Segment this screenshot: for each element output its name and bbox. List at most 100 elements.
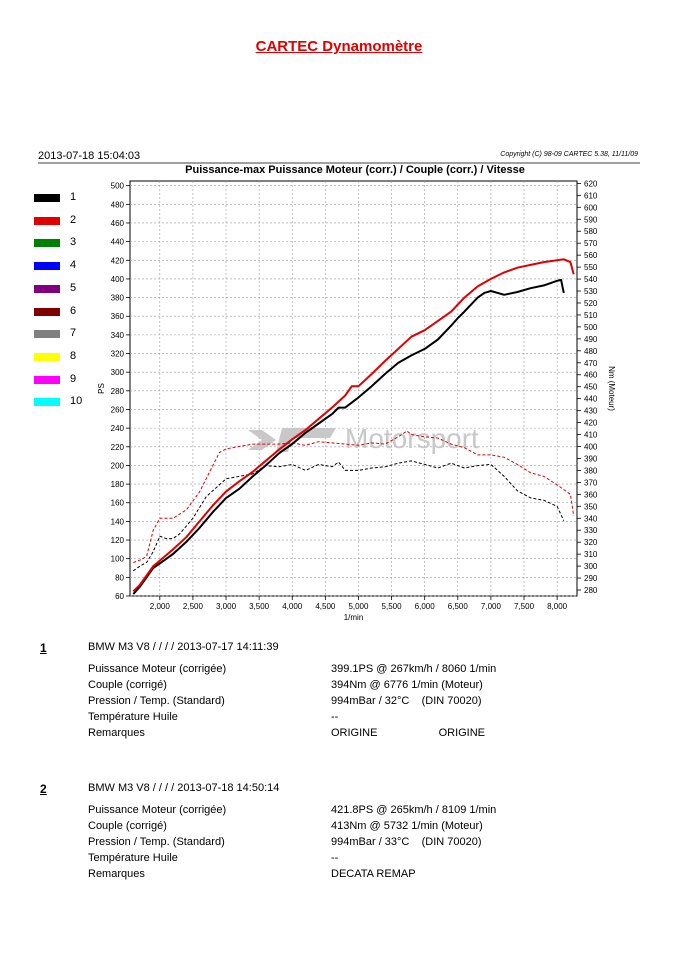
y-tick-label: 260 [111,405,125,414]
run-row-torque: Couple (corrigé) 413Nm @ 5732 1/min (Mot… [88,820,648,834]
y-tick-label: 60 [115,592,124,601]
run-row-value: 399.1PS @ 267km/h / 8060 1/min [331,663,497,675]
y-tick-label: 100 [111,555,125,564]
x-tick-label: 7,500 [514,602,535,611]
y2-tick-label: 560 [584,251,598,260]
y-tick-label: 440 [111,238,125,247]
series-2-power-line [132,258,575,593]
y2-tick-label: 460 [584,371,598,380]
x-tick-label: 2,000 [150,602,171,611]
y2-tick-label: 400 [584,443,598,452]
legend-swatch [34,352,60,361]
legend-swatch [34,398,60,407]
y2-tick-label: 550 [584,263,598,272]
run-row-remarks: Remarques DECATA REMAP [88,868,648,882]
y-tick-label: 80 [115,573,124,582]
x-tick-label: 2,500 [183,602,204,611]
legend-label: 7 [70,327,77,340]
y-tick-label: 220 [111,443,125,452]
legend-swatch [34,330,60,339]
y2-tick-label: 350 [584,502,598,511]
legend-label: 8 [70,349,77,362]
run-row-label: Température Huile [88,711,178,723]
run-row-pressure: Pression / Temp. (Standard) 994mBar / 33… [88,836,648,850]
run-row-label: Pression / Temp. (Standard) [88,695,225,707]
report-title: CARTEC Dynamomètre [255,38,423,55]
run-row-oil-temp: Température Huile -- [88,711,648,725]
watermark-logo [276,428,336,452]
x-tick-label: 3,500 [249,602,270,611]
y2-tick-label: 610 [584,191,598,200]
run-row-label: Puissance Moteur (corrigée) [88,663,227,675]
legend-swatch [34,216,60,225]
legend-label: 5 [70,281,77,294]
y-tick-label: 240 [111,424,125,433]
y-tick-label: 480 [111,200,125,209]
y2-tick-label: 370 [584,478,598,487]
y2-tick-label: 580 [584,227,598,236]
x-tick-label: 6,000 [415,602,436,611]
plot-frame [129,180,578,597]
y-tick-label: 320 [111,350,125,359]
y2-tick-label: 450 [584,383,598,392]
legend-label: 4 [70,259,77,272]
run-row-value: -- [331,852,339,864]
run-row-label: Couple (corrigé) [88,820,167,832]
run-row-label: Remarques [88,868,145,880]
y2-tick-label: 570 [584,239,598,248]
run-row-power: Puissance Moteur (corrigée) 421.8PS @ 26… [88,804,648,818]
run-row-torque: Couple (corrigé) 394Nm @ 6776 1/min (Mot… [88,679,648,693]
legend-label: 2 [70,213,77,226]
y-tick-label: 280 [111,387,125,396]
legend-swatch [34,307,60,316]
y2-tick-label: 440 [584,395,598,404]
copyright-notice: Copyright (C) 98-09 CARTEC 5.38, 11/11/0… [500,151,638,158]
watermark-logo [248,430,276,450]
y2-axis-label: Nm (Moteur) [607,366,616,411]
y2-tick-label: 520 [584,299,598,308]
y-tick-label: 400 [111,275,125,284]
legend-label: 9 [70,372,77,385]
x-tick-label: 4,000 [282,602,303,611]
y2-tick-label: 420 [584,419,598,428]
run-row-value: ORIGINE ORIGINE [331,727,486,739]
watermark-text: Motorsport [345,423,479,454]
y-tick-label: 140 [111,517,125,526]
run-row-value: 413Nm @ 5732 1/min (Moteur) [331,820,483,832]
y2-tick-label: 320 [584,538,598,547]
x-axis-label: 1/min [344,613,364,622]
y2-tick-label: 500 [584,323,598,332]
series-1-power-line [132,278,565,595]
y2-tick-label: 540 [584,275,598,284]
x-tick-label: 7,000 [481,602,502,611]
run-row-power: Puissance Moteur (corrigée) 399.1PS @ 26… [88,663,648,677]
y2-tick-label: 340 [584,514,598,523]
y-tick-label: 500 [111,182,125,191]
run-row-label: Remarques [88,727,145,739]
run-row-oil-temp: Température Huile -- [88,852,648,866]
y2-tick-label: 290 [584,574,598,583]
legend-label: 3 [70,236,77,249]
y-tick-label: 120 [111,536,125,545]
y-tick-label: 200 [111,461,125,470]
run-row-label: Couple (corrigé) [88,679,167,691]
x-tick-label: 3,000 [216,602,237,611]
legend-label: 10 [70,395,83,408]
dyno-chart: 60 80 100 120 140 160 180 200 220 240 260 280 300 320… [38,162,640,622]
y2-tick-label: 410 [584,431,598,440]
run-row-value: 421.8PS @ 265km/h / 8109 1/min [331,804,497,816]
y-tick-label: 360 [111,312,125,321]
y2-tick-label: 330 [584,526,598,535]
y2-tick-label: 430 [584,407,598,416]
y-axis-label: PS [97,383,106,394]
y2-tick-label: 620 [584,179,598,188]
y-tick-label: 300 [111,368,125,377]
x-tick-label: 5,000 [348,602,369,611]
series-1-torque-line [133,460,565,572]
legend-label: 1 [70,191,77,203]
legend-swatch [34,262,60,271]
y2-tick-label: 310 [584,550,598,559]
series-2-torque-line [133,430,575,563]
y2-tick-label: 280 [584,586,598,595]
y2-tick-label: 510 [584,311,598,320]
